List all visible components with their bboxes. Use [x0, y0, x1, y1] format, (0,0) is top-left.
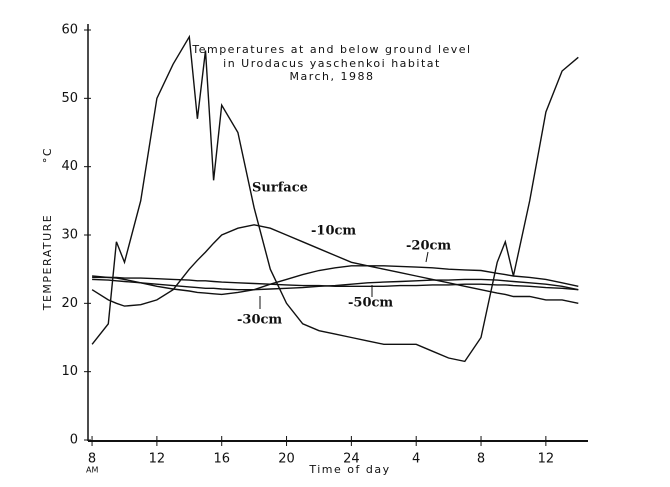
x-tick-label: 24 — [343, 452, 360, 467]
x-tick-label: 12 — [538, 452, 555, 467]
x-note: AM — [86, 466, 98, 475]
series-label: Surface — [252, 181, 308, 196]
y-tick-label: 0 — [70, 433, 78, 448]
series-line — [92, 265, 579, 296]
chart-title: March, 1988 — [289, 70, 374, 83]
series-label: -10cm — [311, 224, 356, 239]
series-label: -20cm — [406, 239, 451, 254]
x-tick-label: 8 — [88, 452, 96, 467]
y-tick-label: 20 — [61, 296, 78, 311]
y-tick-label: 30 — [61, 228, 78, 243]
series-line — [92, 276, 579, 291]
chart-title: in Urodacus yaschenkoi habitat — [223, 57, 441, 70]
y-tick-label: 40 — [61, 159, 78, 174]
y-tick-label: 50 — [61, 91, 78, 106]
x-tick-label: 12 — [149, 452, 166, 467]
label-arrow — [425, 251, 429, 263]
x-tick-label: 16 — [213, 452, 230, 467]
y-axis-label: TEMPERATURE — [41, 214, 54, 311]
x-tick-label: 8 — [477, 452, 485, 467]
series-line — [91, 34, 579, 363]
y-axis-label: °C — [41, 147, 54, 163]
series-line — [91, 224, 579, 307]
x-axis-label: Time of day — [308, 463, 390, 476]
x-tick-label: 20 — [278, 452, 295, 467]
x-tick-label: 4 — [412, 452, 420, 467]
chart-title: Temperatures at and below ground level — [191, 43, 471, 56]
y-tick-label: 60 — [61, 23, 78, 38]
series-label: -30cm — [237, 313, 282, 328]
series-label: -50cm — [348, 296, 393, 311]
y-tick-label: 10 — [61, 364, 78, 379]
